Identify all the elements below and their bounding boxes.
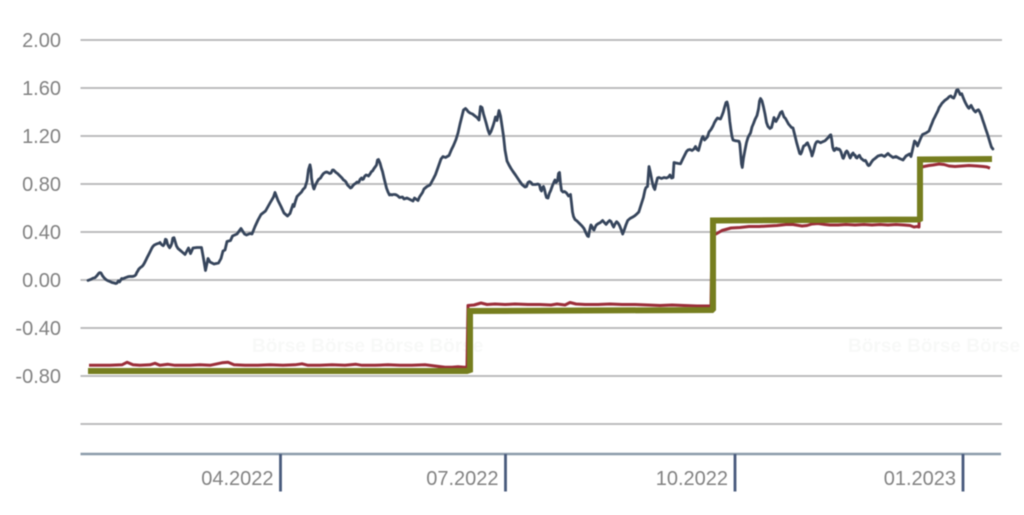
svg-text:1.60: 1.60 xyxy=(22,78,61,100)
svg-text:-0.80: -0.80 xyxy=(15,366,61,388)
svg-text:0.40: 0.40 xyxy=(22,222,61,244)
svg-text:-0.40: -0.40 xyxy=(15,318,61,340)
svg-text:10.2022: 10.2022 xyxy=(656,468,728,490)
svg-text:07.2022: 07.2022 xyxy=(426,468,498,490)
svg-text:0.80: 0.80 xyxy=(22,174,61,196)
svg-text:0.00: 0.00 xyxy=(22,270,61,292)
svg-text:1.20: 1.20 xyxy=(22,126,61,148)
svg-text:Börse Börse Börse: Börse Börse Börse xyxy=(848,336,1020,357)
svg-text:04.2022: 04.2022 xyxy=(201,468,273,490)
svg-text:01.2023: 01.2023 xyxy=(884,468,956,490)
svg-text:Börse Börse Börse Börse: Börse Börse Börse Börse xyxy=(252,336,483,357)
svg-text:2.00: 2.00 xyxy=(22,30,61,52)
